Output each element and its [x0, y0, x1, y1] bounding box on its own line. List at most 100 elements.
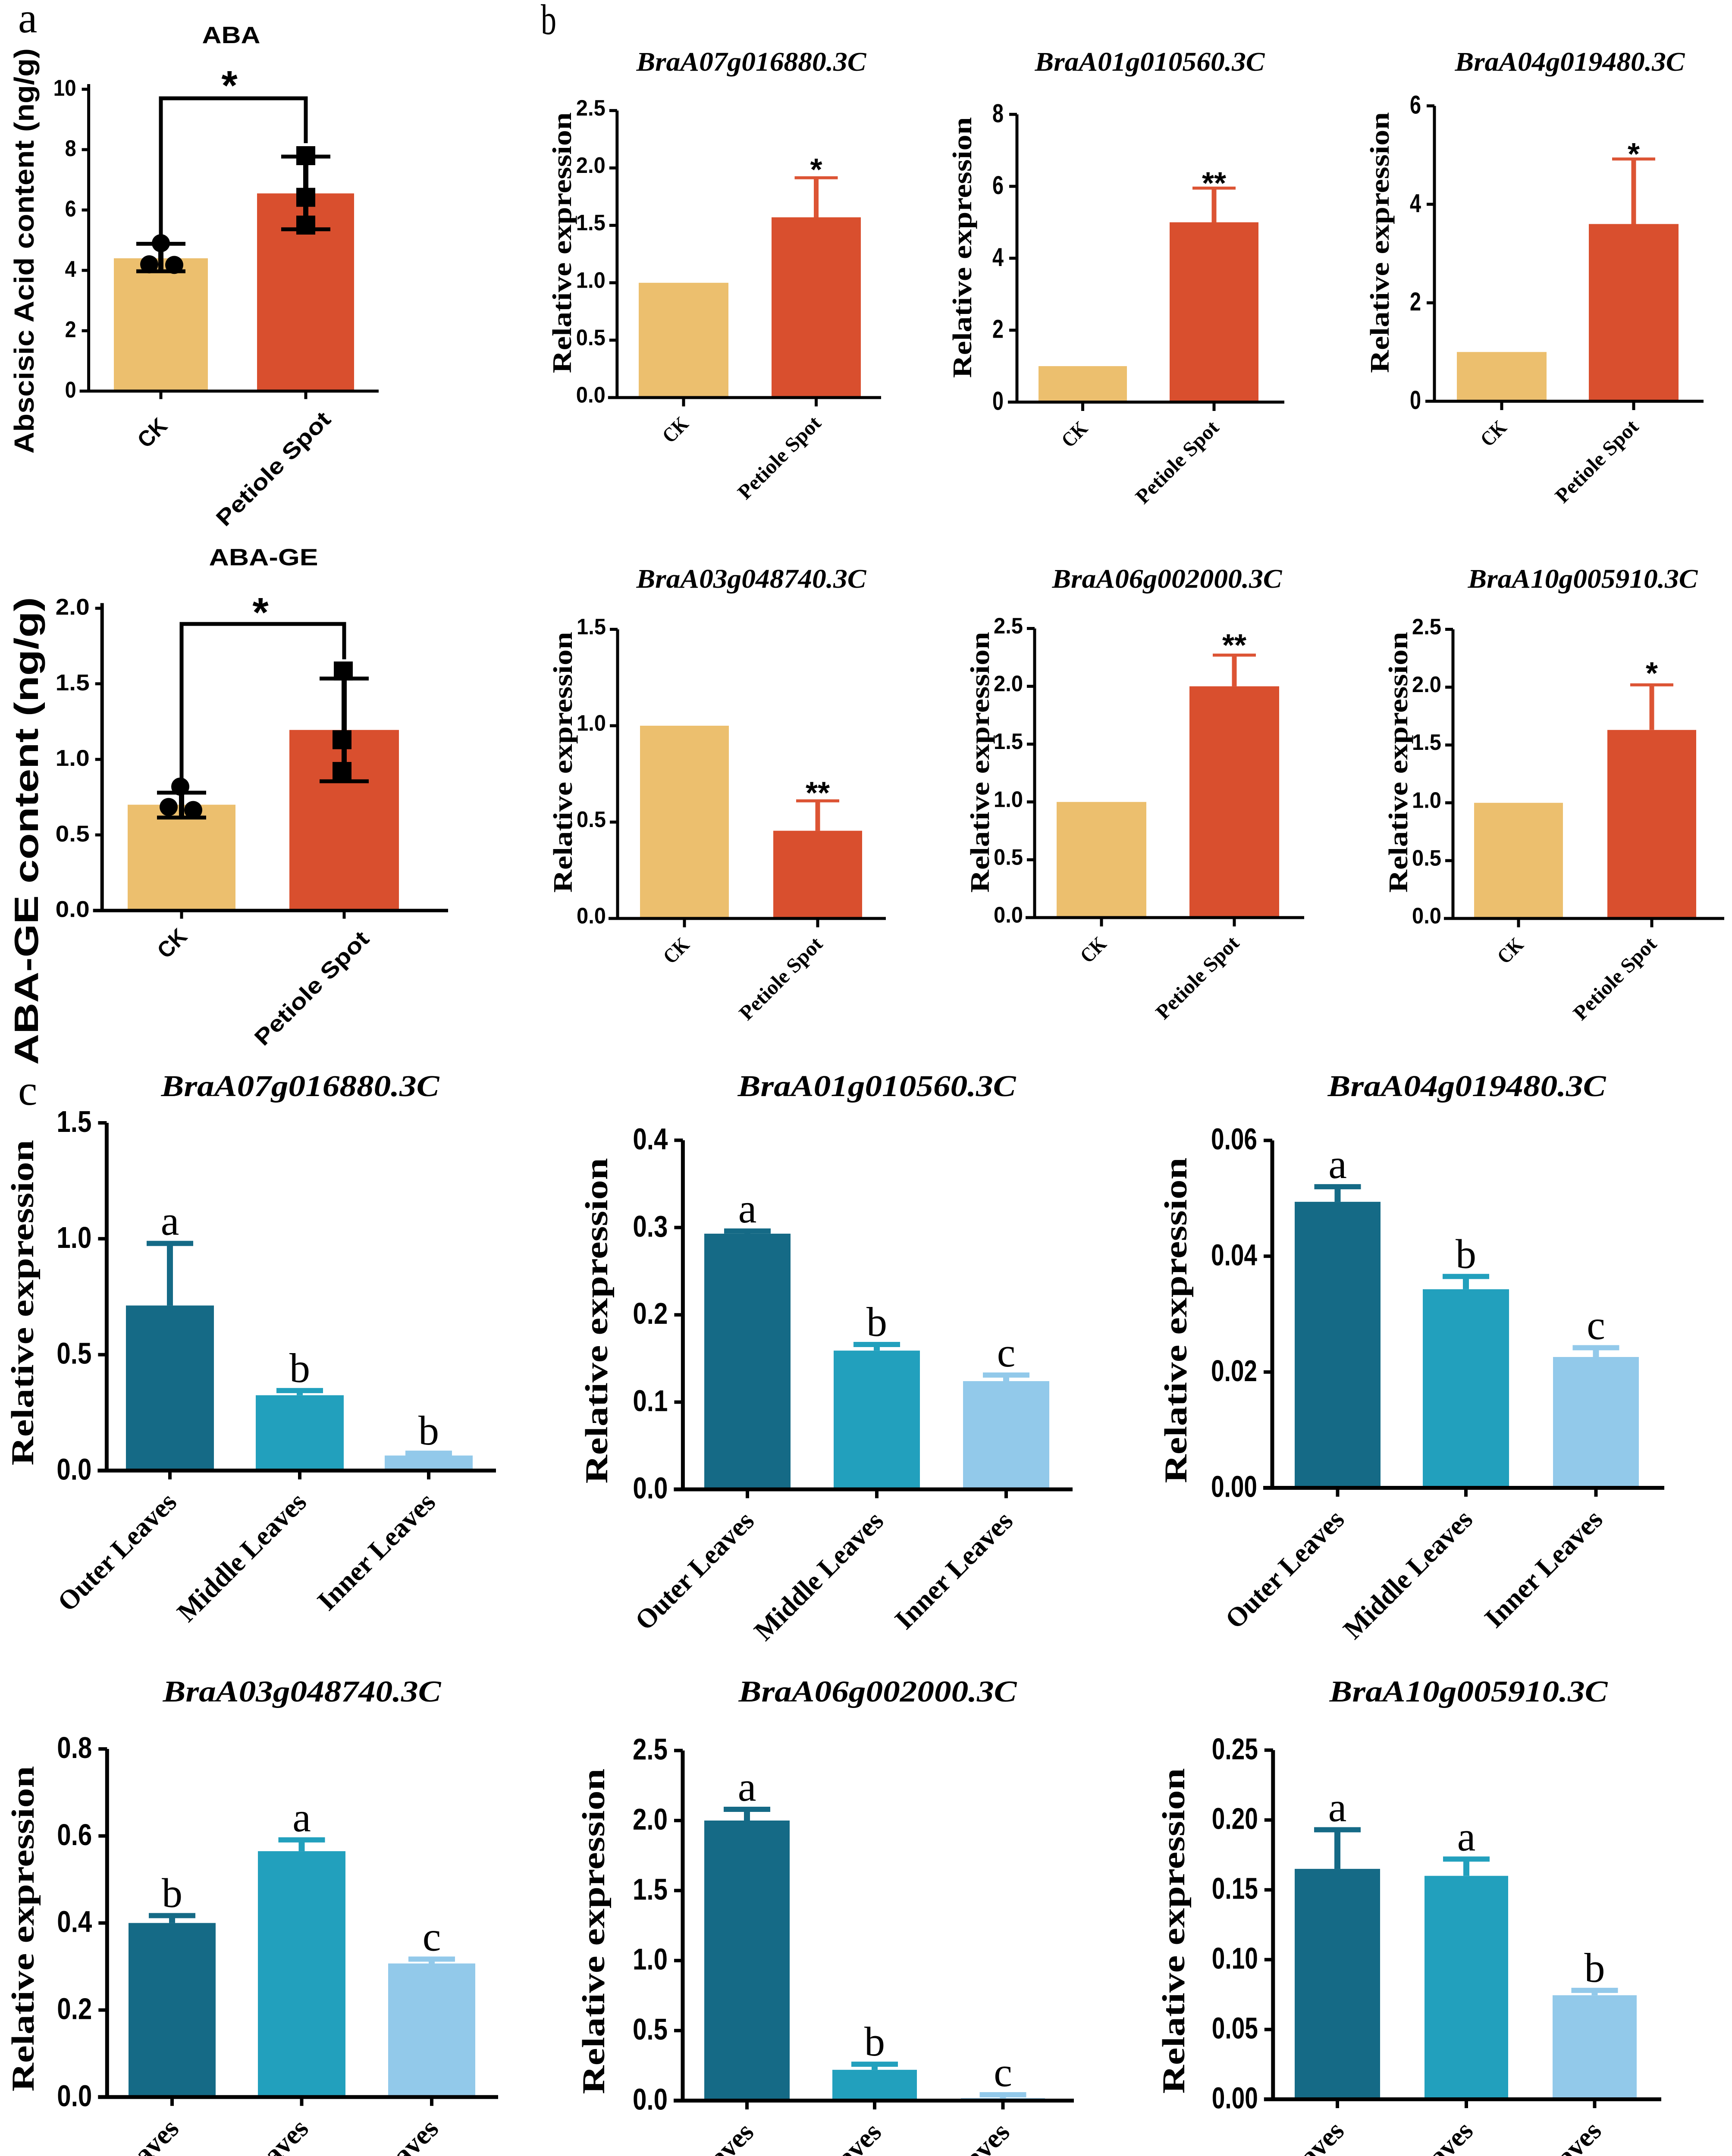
svg-text:0.5: 0.5 — [577, 807, 606, 832]
svg-text:BraA04g019480.3C: BraA04g019480.3C — [1454, 47, 1685, 77]
svg-text:2.5: 2.5 — [576, 96, 606, 121]
svg-text:0.0: 0.0 — [576, 383, 606, 408]
svg-text:0.20: 0.20 — [1212, 1802, 1258, 1836]
svg-text:ABA-GE: ABA-GE — [209, 544, 318, 570]
svg-text:1.5: 1.5 — [576, 210, 606, 235]
svg-text:BraA10g005910.3C: BraA10g005910.3C — [1467, 564, 1698, 594]
svg-text:0: 0 — [65, 377, 76, 403]
svg-text:2: 2 — [992, 315, 1004, 344]
svg-text:1.0: 1.0 — [56, 746, 90, 771]
svg-text:2.0: 2.0 — [56, 595, 90, 620]
svg-text:0.2: 0.2 — [633, 1297, 668, 1330]
svg-text:0.10: 0.10 — [1212, 1942, 1258, 1975]
svg-text:4: 4 — [992, 243, 1004, 272]
svg-text:4: 4 — [1410, 189, 1421, 218]
svg-text:2.5: 2.5 — [1412, 614, 1441, 639]
svg-text:0.5: 0.5 — [994, 845, 1023, 870]
svg-text:Relative expression: Relative expression — [1384, 632, 1413, 893]
svg-text:8: 8 — [65, 136, 76, 161]
svg-text:8: 8 — [992, 99, 1004, 128]
svg-text:0.5: 0.5 — [1412, 846, 1441, 871]
svg-text:0.00: 0.00 — [1212, 2081, 1258, 2115]
svg-text:ABA: ABA — [202, 22, 260, 48]
svg-text:1.0: 1.0 — [576, 268, 606, 293]
svg-text:0.0: 0.0 — [1412, 904, 1441, 929]
svg-text:Relative expression: Relative expression — [1158, 1158, 1194, 1483]
svg-text:a: a — [292, 1794, 311, 1840]
svg-text:1.0: 1.0 — [994, 787, 1023, 812]
svg-text:Relative expression: Relative expression — [549, 632, 578, 893]
svg-text:0.06: 0.06 — [1211, 1122, 1257, 1156]
svg-text:6: 6 — [65, 196, 76, 222]
svg-text:BraA10g005910.3C: BraA10g005910.3C — [1329, 1675, 1608, 1708]
svg-text:BraA01g010560.3C: BraA01g010560.3C — [737, 1070, 1017, 1103]
svg-text:Relative expression: Relative expression — [548, 113, 577, 373]
svg-text:**: ** — [1202, 166, 1226, 201]
svg-text:**: ** — [806, 776, 830, 810]
svg-text:BraA07g016880.3C: BraA07g016880.3C — [160, 1070, 440, 1103]
svg-text:0.0: 0.0 — [56, 897, 90, 922]
svg-text:2: 2 — [1410, 287, 1421, 316]
svg-text:*: * — [221, 63, 238, 109]
svg-text:2.5: 2.5 — [994, 614, 1023, 639]
svg-text:*: * — [1628, 137, 1640, 172]
svg-text:a: a — [1328, 1141, 1347, 1187]
svg-text:0.04: 0.04 — [1211, 1238, 1257, 1272]
svg-text:c: c — [423, 1913, 441, 1959]
svg-text:0.2: 0.2 — [57, 1992, 92, 2026]
svg-text:*: * — [1646, 656, 1658, 691]
svg-text:0.5: 0.5 — [633, 2012, 668, 2046]
svg-text:Relative expression: Relative expression — [1156, 1768, 1192, 2094]
svg-text:0.0: 0.0 — [57, 2079, 92, 2112]
svg-text:BraA01g010560.3C: BraA01g010560.3C — [1034, 47, 1265, 77]
svg-text:0.4: 0.4 — [633, 1122, 668, 1156]
svg-text:**: ** — [1222, 628, 1246, 663]
svg-text:1.5: 1.5 — [994, 729, 1023, 754]
svg-text:0.4: 0.4 — [57, 1905, 92, 1939]
svg-text:0.25: 0.25 — [1212, 1732, 1258, 1766]
svg-text:0.5: 0.5 — [56, 1337, 91, 1370]
svg-text:a: a — [738, 1185, 757, 1232]
svg-text:0.0: 0.0 — [577, 904, 606, 929]
svg-text:c: c — [1587, 1302, 1605, 1348]
svg-text:10: 10 — [53, 75, 76, 101]
svg-text:0: 0 — [992, 387, 1004, 416]
svg-text:0.05: 0.05 — [1212, 2012, 1258, 2045]
svg-text:0: 0 — [1410, 386, 1421, 415]
svg-text:1.0: 1.0 — [1412, 788, 1441, 813]
svg-text:0.8: 0.8 — [57, 1731, 92, 1764]
svg-text:b: b — [864, 2018, 885, 2065]
svg-text:BraA03g048740.3C: BraA03g048740.3C — [636, 564, 866, 594]
svg-text:0.00: 0.00 — [1211, 1470, 1257, 1504]
svg-text:c: c — [997, 1329, 1016, 1376]
svg-text:a: a — [18, 0, 37, 42]
svg-text:2.0: 2.0 — [1412, 672, 1441, 697]
svg-text:1.5: 1.5 — [56, 1105, 91, 1138]
svg-text:2.5: 2.5 — [633, 1733, 668, 1766]
svg-text:0.0: 0.0 — [56, 1452, 91, 1486]
svg-text:Relative expression: Relative expression — [5, 1140, 41, 1466]
svg-text:1.0: 1.0 — [577, 711, 606, 736]
svg-text:1.5: 1.5 — [1412, 730, 1441, 755]
svg-text:1.0: 1.0 — [56, 1221, 91, 1254]
svg-text:b: b — [162, 1870, 182, 1916]
svg-text:0.15: 0.15 — [1212, 1872, 1258, 1905]
svg-text:ABA-GE content (ng/g): ABA-GE content (ng/g) — [7, 597, 45, 1065]
svg-text:0.0: 0.0 — [633, 2083, 668, 2116]
svg-text:2: 2 — [65, 317, 76, 342]
svg-text:BraA06g002000.3C: BraA06g002000.3C — [738, 1675, 1017, 1708]
svg-text:BraA06g002000.3C: BraA06g002000.3C — [1051, 564, 1282, 594]
svg-text:BraA07g016880.3C: BraA07g016880.3C — [636, 47, 866, 77]
svg-text:a: a — [1457, 1813, 1476, 1859]
svg-text:Relative expression: Relative expression — [1365, 112, 1395, 373]
svg-text:*: * — [252, 589, 269, 636]
svg-text:6: 6 — [992, 171, 1004, 200]
svg-text:Abscisic Acid content (ng/g): Abscisic Acid content (ng/g) — [9, 48, 40, 454]
svg-text:Relative expression: Relative expression — [948, 117, 977, 378]
svg-text:6: 6 — [1410, 91, 1421, 119]
svg-text:a: a — [161, 1198, 179, 1244]
svg-text:0.0: 0.0 — [633, 1471, 668, 1505]
svg-text:Relative expression: Relative expression — [579, 1158, 615, 1484]
svg-text:b: b — [1456, 1231, 1476, 1277]
svg-text:0.0: 0.0 — [994, 903, 1023, 928]
